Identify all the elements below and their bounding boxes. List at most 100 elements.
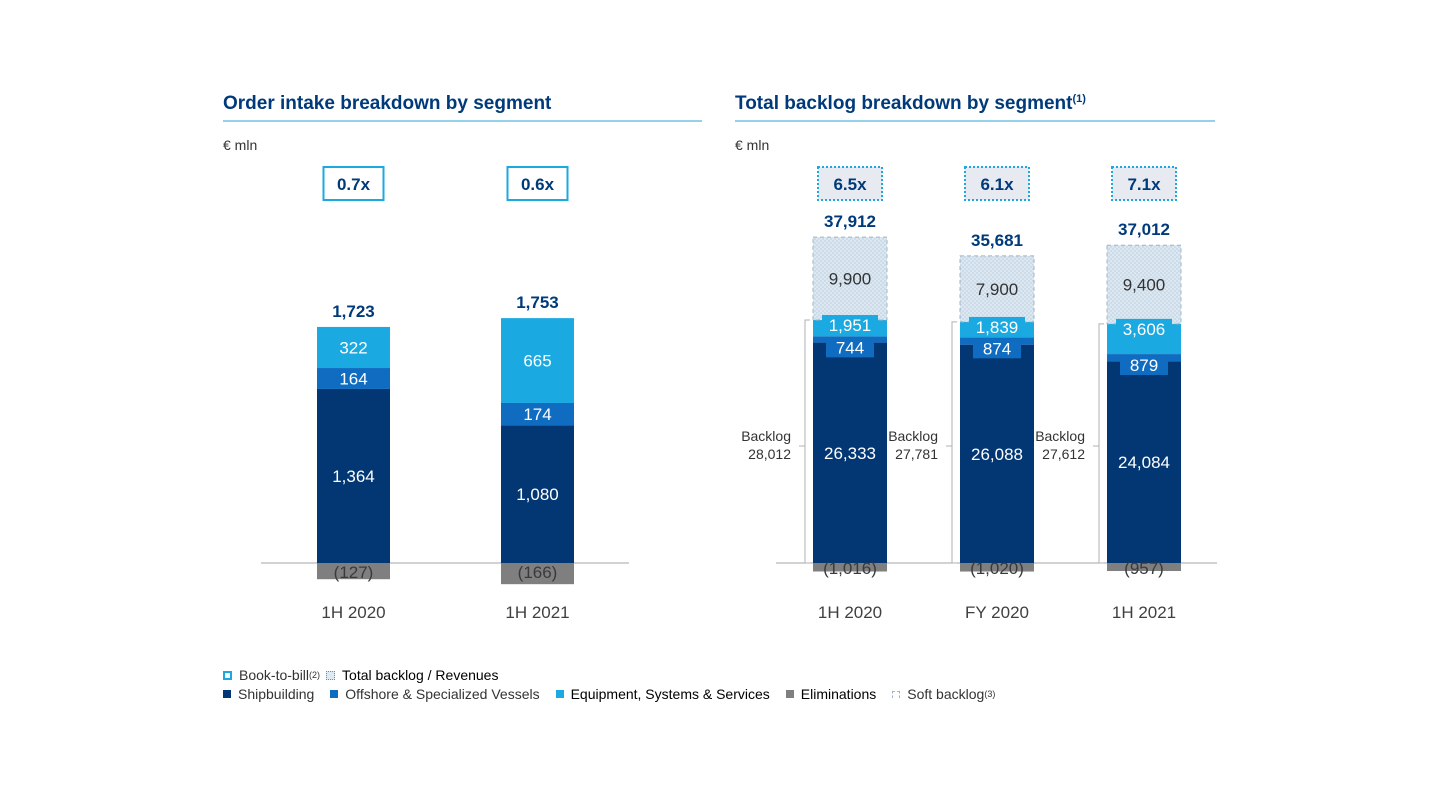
order-intake-total-label: 1,753 <box>516 293 559 312</box>
order-intake-label-eliminations: (127) <box>334 563 374 582</box>
backlog-label-shipbuilding: 26,333 <box>824 444 876 463</box>
backlog-label-bg-equipment <box>969 316 1025 337</box>
order-intake-bar-shipbuilding <box>501 425 574 563</box>
legend-soft-backlog-note: (3) <box>984 689 996 699</box>
order-intake-label-offshore: 174 <box>523 405 551 424</box>
backlog-title-note: (1) <box>1073 93 1087 105</box>
backlog-label-soft-backlog: 9,900 <box>829 270 872 289</box>
backlog-bar-eliminations <box>813 563 887 572</box>
order-intake-unit: € mln <box>223 137 257 153</box>
backlog-total-label: 37,912 <box>824 212 876 231</box>
order-intake-label-offshore: 164 <box>339 369 367 388</box>
backlog-revenues-box <box>817 166 883 201</box>
legend-offshore-label: Offshore & Specialized Vessels <box>345 686 540 702</box>
legend-offshore: Offshore & Specialized Vessels <box>330 686 540 702</box>
book-to-bill-box <box>322 166 385 201</box>
order-intake-bars: 1,364 164 322 (127) 1,723 0.7x 1H 2020 1,080 174… <box>317 166 574 622</box>
order-intake-label-shipbuilding: 1,080 <box>516 485 559 504</box>
backlog-firm-label: Backlog <box>888 428 938 444</box>
order-intake-bar-shipbuilding <box>317 388 390 563</box>
legend-shipbuilding-label: Shipbuilding <box>238 686 315 702</box>
equipment-swatch-icon <box>555 690 564 698</box>
legend-shipbuilding: Shipbuilding <box>223 686 314 702</box>
backlog-label-bg-equipment <box>1116 318 1172 339</box>
legend-eliminations-label: Eliminations <box>800 686 877 702</box>
backlog-bracket <box>951 321 957 564</box>
backlog-bar-shipbuilding <box>960 344 1034 563</box>
backlog-bar-shipbuilding <box>1107 361 1181 563</box>
backlog-revenues-box <box>964 166 1030 201</box>
order-intake-label-shipbuilding: 1,364 <box>332 467 375 486</box>
backlog-label-equipment: 1,839 <box>976 318 1019 337</box>
book-to-bill-swatch-icon <box>223 670 232 680</box>
backlog-label-offshore: 879 <box>1130 356 1158 375</box>
legend-row-2: Shipbuilding Offshore & Specialized Vess… <box>223 686 995 702</box>
backlog-bar-soft-backlog <box>1106 244 1182 325</box>
backlog-firm-value: 27,781 <box>895 446 938 462</box>
backlog-bar-eliminations <box>1107 563 1181 572</box>
legend-total-backlog-revenues: Total backlog / Revenues <box>326 667 498 683</box>
order-intake-label-equipment: 322 <box>339 338 367 357</box>
book-to-bill-box <box>506 166 569 201</box>
backlog-total-label: 35,681 <box>971 231 1023 250</box>
backlog-bars: 9,900 26,333 744 1,951 (1,016) 37,912 6.5x Back… <box>741 166 1182 622</box>
backlog-revenues-value: 6.5x <box>833 175 867 194</box>
backlog-label-bg-offshore <box>1120 355 1168 376</box>
legend-equipment-label: Equipment, Systems & Services <box>570 686 770 702</box>
backlog-label-soft-backlog: 9,400 <box>1123 276 1166 295</box>
legend-equipment: Equipment, Systems & Services <box>555 686 770 702</box>
order-intake-bar-offshore <box>501 402 574 426</box>
backlog-label-offshore: 874 <box>983 339 1011 358</box>
backlog-title: Total backlog breakdown by segment(1) <box>735 93 1086 114</box>
legend-book-to-bill: Book-to-bill (2) <box>223 667 320 683</box>
backlog-firm-value: 28,012 <box>748 446 791 462</box>
backlog-firm-label: Backlog <box>1035 428 1085 444</box>
order-intake-bar-equipment <box>501 318 574 403</box>
order-intake-bar-offshore <box>317 368 390 389</box>
backlog-firm-label: Backlog <box>741 428 791 444</box>
order-intake-total-label: 1,723 <box>332 302 375 321</box>
shipbuilding-swatch-icon <box>223 690 231 698</box>
backlog-revenues-box <box>1111 166 1177 201</box>
order-intake-title: Order intake breakdown by segment <box>223 93 552 114</box>
legend-soft-backlog: Soft backlog (3) <box>892 686 995 702</box>
backlog-firm-value: 27,612 <box>1042 446 1085 462</box>
backlog-bracket <box>1098 323 1104 564</box>
total-backlog-revenues-swatch-icon <box>326 670 336 680</box>
backlog-label-bg-offshore <box>973 338 1021 359</box>
book-to-bill-value: 0.6x <box>521 175 555 194</box>
legend-soft-backlog-label: Soft backlog <box>907 686 985 702</box>
backlog-label-eliminations: (1,016) <box>823 559 877 578</box>
backlog-label-bg-offshore <box>826 337 874 358</box>
backlog-title-text: Total backlog breakdown by segment <box>735 93 1073 114</box>
backlog-total-label: 37,012 <box>1118 220 1170 239</box>
backlog-label-shipbuilding: 26,088 <box>971 445 1023 464</box>
legend-book-to-bill-note: (2) <box>309 670 321 680</box>
legend-eliminations: Eliminations <box>785 686 877 702</box>
backlog-category-label: 1H 2020 <box>818 603 882 622</box>
order-intake-bar-equipment <box>317 326 390 369</box>
backlog-label-equipment: 3,606 <box>1123 320 1166 339</box>
legend-book-to-bill-label: Book-to-bill <box>239 667 310 683</box>
backlog-category-label: 1H 2021 <box>1112 603 1176 622</box>
legend-total-backlog-revenues-label: Total backlog / Revenues <box>342 667 499 683</box>
backlog-bar-shipbuilding <box>813 342 887 563</box>
backlog-bracket <box>804 319 810 564</box>
backlog-label-equipment: 1,951 <box>829 316 872 335</box>
soft-backlog-swatch-icon <box>892 690 901 698</box>
backlog-label-eliminations: (1,020) <box>970 559 1024 578</box>
legend-row-1: Book-to-bill (2) Total backlog / Revenues <box>223 667 498 683</box>
book-to-bill-value: 0.7x <box>337 175 371 194</box>
eliminations-swatch-icon <box>785 690 794 698</box>
backlog-label-bg-equipment <box>822 315 878 336</box>
backlog-bar-soft-backlog <box>812 236 888 321</box>
backlog-label-shipbuilding: 24,084 <box>1118 453 1170 472</box>
backlog-revenues-value: 6.1x <box>980 175 1014 194</box>
backlog-bar-soft-backlog <box>959 255 1035 323</box>
order-intake-label-eliminations: (166) <box>518 563 558 582</box>
backlog-category-label: FY 2020 <box>965 603 1029 622</box>
order-intake-bar-eliminations <box>501 563 574 585</box>
order-intake-category-label: 1H 2021 <box>505 603 569 622</box>
order-intake-category-label: 1H 2020 <box>321 603 385 622</box>
